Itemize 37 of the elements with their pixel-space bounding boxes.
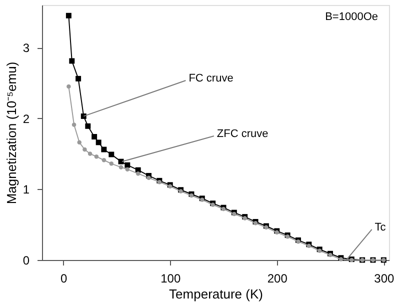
point — [76, 76, 82, 82]
point — [101, 146, 107, 152]
point — [77, 140, 82, 145]
annotation: FC cruve — [188, 72, 234, 85]
y-axis-title: Magnetization (10⁻⁵emu) — [4, 62, 19, 204]
x-tick-label: 300 — [374, 272, 394, 286]
point — [109, 162, 114, 166]
point — [82, 147, 87, 152]
point — [69, 58, 75, 64]
point — [136, 171, 140, 176]
point — [146, 176, 151, 180]
annotation: B=1000Oe — [325, 11, 378, 23]
x-tick-label: 100 — [160, 272, 181, 286]
y-tick-label: 2 — [22, 112, 30, 126]
point — [72, 122, 76, 127]
point — [125, 167, 130, 172]
y-tick-label: 3 — [22, 41, 30, 55]
x-tick-label: 0 — [60, 272, 68, 286]
y-tick-label: 0 — [22, 254, 30, 268]
point — [92, 134, 98, 140]
point — [118, 165, 124, 170]
x-tick-label: 200 — [267, 272, 288, 286]
x-axis-title: Temperature (K) — [169, 286, 263, 302]
point — [66, 84, 71, 89]
point — [80, 113, 86, 119]
point — [66, 12, 72, 18]
point — [108, 152, 114, 158]
point — [94, 154, 99, 159]
point — [85, 123, 91, 129]
y-tick-label: 1 — [22, 182, 30, 197]
point — [88, 152, 92, 156]
annotation: Tc — [374, 221, 386, 234]
point — [102, 158, 106, 162]
point — [124, 162, 130, 168]
point — [285, 234, 290, 239]
point — [96, 140, 102, 146]
annotation: ZFC cruve — [216, 128, 268, 140]
